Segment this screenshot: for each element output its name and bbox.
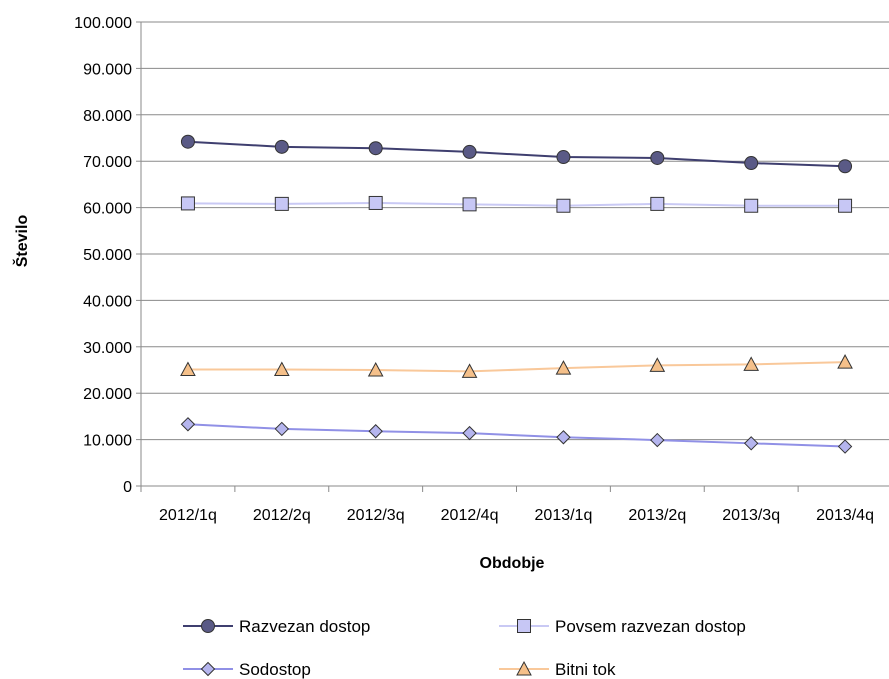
y-tick-label: 0 bbox=[123, 479, 132, 496]
legend-marker bbox=[517, 619, 531, 633]
data-point bbox=[462, 144, 477, 159]
data-point bbox=[368, 141, 383, 156]
y-tick-label: 20.000 bbox=[83, 386, 132, 403]
data-point bbox=[556, 198, 571, 213]
legend-marker bbox=[201, 619, 215, 633]
data-point bbox=[838, 159, 853, 174]
data-point bbox=[368, 424, 383, 439]
data-point bbox=[274, 196, 289, 211]
series-povsem-razvezan-dostop bbox=[180, 195, 853, 213]
series-line bbox=[187, 423, 846, 448]
data-point bbox=[555, 360, 572, 375]
x-tick-label: 2013/4q bbox=[816, 507, 874, 524]
series-line bbox=[187, 201, 846, 207]
axes bbox=[140, 22, 889, 492]
data-point bbox=[368, 195, 383, 210]
data-point bbox=[367, 361, 384, 377]
data-point bbox=[556, 430, 571, 445]
data-point bbox=[743, 356, 760, 371]
y-tick-label: 50.000 bbox=[83, 247, 132, 264]
x-tick-label: 2012/4q bbox=[441, 507, 499, 524]
legend-item: Razvezan dostop bbox=[183, 617, 370, 636]
data-point bbox=[837, 354, 853, 369]
gridlines bbox=[136, 21, 889, 487]
x-tick-label: 2013/2q bbox=[628, 507, 686, 524]
x-tick-labels: 2012/1q 2012/2q 2012/3q 2012/4q 2013/1q 2013/… bbox=[159, 507, 874, 524]
data-point bbox=[650, 150, 665, 165]
data-point bbox=[744, 198, 759, 213]
legend-label: Bitni tok bbox=[555, 660, 616, 679]
data-point bbox=[273, 361, 290, 377]
y-tick-label: 60.000 bbox=[83, 201, 132, 218]
legend-item: Bitni tok bbox=[499, 660, 616, 679]
legend-label: Povsem razvezan dostop bbox=[555, 617, 746, 636]
x-tick-label: 2012/1q bbox=[159, 507, 217, 524]
x-tick-label: 2012/3q bbox=[347, 507, 405, 524]
data-point bbox=[462, 425, 477, 441]
legend: Razvezan dostop Povsem razvezan dostop Sod… bbox=[183, 617, 746, 679]
y-tick-label: 40.000 bbox=[83, 293, 132, 310]
data-point bbox=[461, 363, 478, 378]
y-tick-label: 10.000 bbox=[83, 433, 132, 450]
y-tick-label: 80.000 bbox=[83, 108, 132, 125]
data-point bbox=[650, 432, 665, 448]
x-tick-label: 2013/1q bbox=[535, 507, 593, 524]
series-group bbox=[180, 134, 853, 454]
series-line bbox=[187, 140, 846, 168]
x-tick-label: 2013/3q bbox=[722, 507, 780, 524]
legend-marker bbox=[200, 661, 216, 677]
y-tick-label: 100.000 bbox=[74, 15, 132, 32]
data-point bbox=[180, 361, 196, 377]
data-point bbox=[556, 150, 571, 165]
data-point bbox=[180, 134, 195, 149]
x-tick-label: 2012/2q bbox=[253, 507, 311, 524]
series-line bbox=[187, 361, 846, 373]
series-sodostop bbox=[180, 417, 853, 454]
series-razvezan-dostop bbox=[180, 134, 853, 174]
legend-label: Razvezan dostop bbox=[239, 617, 370, 636]
data-point bbox=[743, 436, 759, 451]
y-tick-labels: 0 10.000 20.000 30.000 40.000 50.000 60.000 70.… bbox=[74, 15, 132, 496]
data-point bbox=[838, 198, 853, 213]
y-tick-label: 70.000 bbox=[83, 154, 132, 171]
legend-label: Sodostop bbox=[239, 660, 311, 679]
y-axis-title: Število bbox=[12, 215, 31, 268]
legend-item: Sodostop bbox=[183, 660, 311, 679]
data-point bbox=[837, 439, 853, 454]
data-point bbox=[649, 357, 666, 372]
data-point bbox=[274, 421, 290, 437]
legend-marker bbox=[516, 660, 532, 676]
series-bitni-tok bbox=[180, 354, 853, 378]
y-tick-label: 30.000 bbox=[83, 340, 132, 357]
data-point bbox=[650, 196, 665, 211]
y-tick-label: 90.000 bbox=[83, 61, 132, 78]
x-axis-title: Obdobje bbox=[480, 555, 545, 572]
data-point bbox=[274, 139, 289, 154]
data-point bbox=[180, 417, 196, 432]
data-point bbox=[744, 156, 759, 171]
data-point bbox=[180, 196, 195, 211]
legend-item: Povsem razvezan dostop bbox=[499, 617, 746, 636]
data-point bbox=[462, 197, 477, 212]
